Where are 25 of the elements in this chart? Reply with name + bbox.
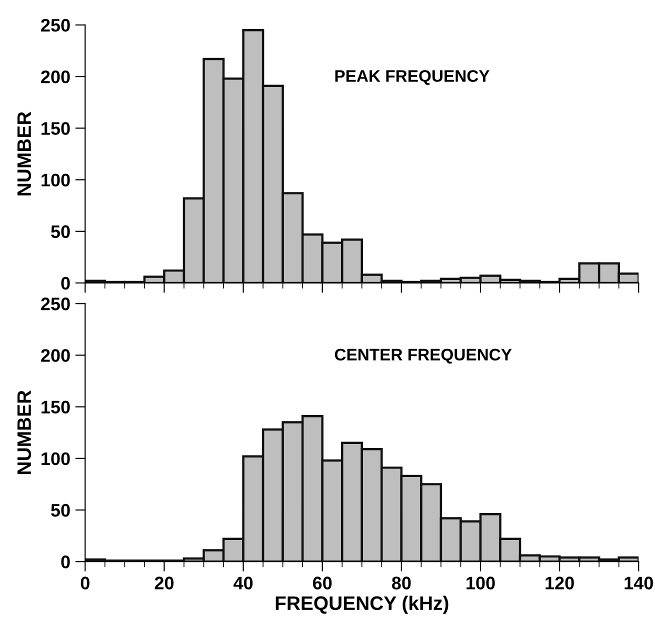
x-tick-label: 100 xyxy=(466,576,495,590)
annotation: PEAK FREQUENCY xyxy=(335,70,490,85)
y-tick-label: 100 xyxy=(42,452,70,466)
y-tick-label: 250 xyxy=(41,18,70,32)
y-tick-label: 150 xyxy=(42,122,70,135)
annotation: CENTER FREQUENCY xyxy=(334,348,512,364)
y-axis-title: NUMBER xyxy=(17,112,32,196)
x-tick-label: 140 xyxy=(624,576,653,590)
y-tick-label: 0 xyxy=(61,276,70,290)
x-tick-label: 0 xyxy=(80,576,90,590)
y-tick-label: 250 xyxy=(41,298,70,310)
y-tick-label: 200 xyxy=(41,70,70,84)
x-tick-label: 40 xyxy=(234,576,253,590)
y-axis-title: NUMBER xyxy=(17,390,32,474)
x-tick-label: 80 xyxy=(392,576,411,590)
y-tick-label: 150 xyxy=(42,400,70,414)
x-axis-title: FREQUENCY (kHz) xyxy=(276,596,448,614)
y-tick-label: 200 xyxy=(41,349,70,362)
y-tick-label: 50 xyxy=(51,504,70,517)
x-tick-label: 60 xyxy=(312,576,332,590)
y-tick-label: 50 xyxy=(51,225,70,238)
y-tick-label: 0 xyxy=(61,556,70,568)
x-tick-label: 20 xyxy=(154,576,174,590)
x-tick-label: 120 xyxy=(546,576,574,590)
y-tick-label: 100 xyxy=(42,174,70,186)
